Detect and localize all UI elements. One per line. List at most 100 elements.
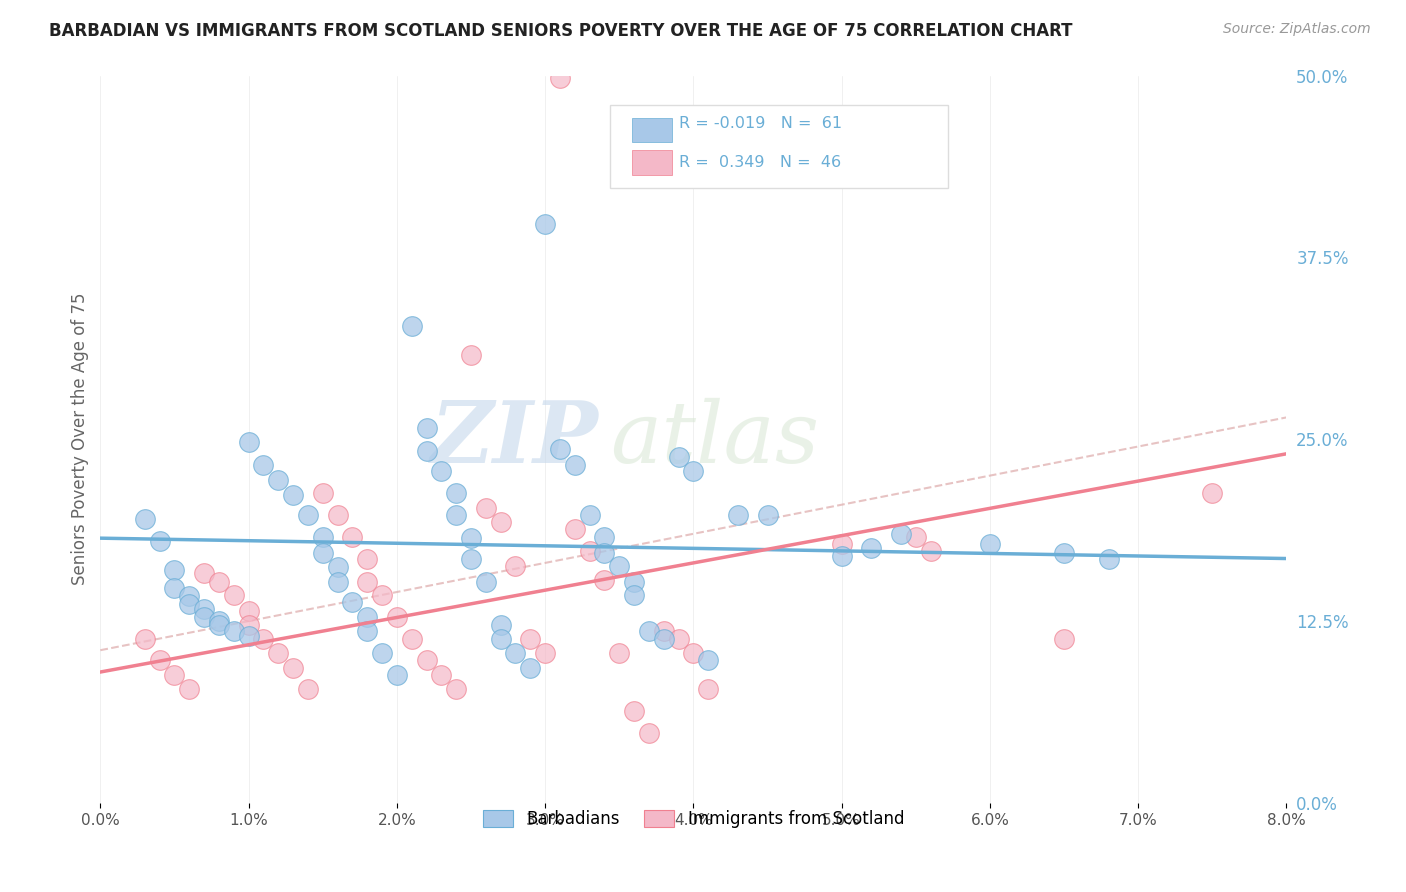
Point	[979, 537, 1001, 551]
Point	[1053, 632, 1076, 646]
Point	[297, 508, 319, 522]
Point	[415, 653, 437, 667]
Point	[401, 318, 423, 333]
Point	[371, 588, 394, 602]
Text: R = -0.019   N =  61: R = -0.019 N = 61	[679, 116, 842, 131]
Point	[578, 508, 600, 522]
Point	[460, 551, 482, 566]
Point	[548, 442, 571, 457]
Point	[385, 609, 408, 624]
Point	[756, 508, 779, 522]
Point	[149, 534, 172, 549]
Point	[460, 348, 482, 362]
Point	[668, 450, 690, 464]
Point	[727, 508, 749, 522]
Point	[163, 581, 186, 595]
Point	[252, 458, 274, 473]
Point	[252, 632, 274, 646]
Point	[505, 646, 527, 660]
Point	[312, 486, 335, 500]
Point	[607, 646, 630, 660]
Point	[682, 464, 704, 478]
Point	[193, 609, 215, 624]
Point	[208, 618, 231, 632]
Point	[578, 544, 600, 558]
Point	[222, 588, 245, 602]
Point	[342, 530, 364, 544]
Point	[489, 632, 512, 646]
Point	[860, 541, 883, 556]
Point	[652, 624, 675, 639]
Point	[475, 500, 498, 515]
Point	[222, 624, 245, 639]
Text: Source: ZipAtlas.com: Source: ZipAtlas.com	[1223, 22, 1371, 37]
Point	[267, 646, 290, 660]
Point	[415, 443, 437, 458]
Point	[444, 486, 467, 500]
Point	[401, 632, 423, 646]
Text: atlas: atlas	[610, 398, 820, 481]
Point	[281, 660, 304, 674]
Point	[371, 646, 394, 660]
Legend: Barbadians, Immigrants from Scotland: Barbadians, Immigrants from Scotland	[475, 803, 911, 835]
Point	[356, 574, 378, 589]
Point	[623, 574, 645, 589]
Point	[312, 530, 335, 544]
Y-axis label: Seniors Poverty Over the Age of 75: Seniors Poverty Over the Age of 75	[72, 293, 89, 585]
Point	[534, 646, 557, 660]
Point	[430, 464, 453, 478]
Point	[356, 609, 378, 624]
Point	[444, 508, 467, 522]
Point	[134, 512, 156, 526]
Point	[356, 624, 378, 639]
Point	[281, 487, 304, 501]
Text: ZIP: ZIP	[430, 398, 599, 481]
Point	[1201, 486, 1223, 500]
Point	[607, 558, 630, 573]
Point	[163, 668, 186, 682]
Point	[890, 526, 912, 541]
Point	[312, 546, 335, 560]
Point	[831, 549, 853, 563]
Point	[208, 614, 231, 628]
Point	[460, 531, 482, 545]
Point	[519, 632, 541, 646]
FancyBboxPatch shape	[631, 151, 672, 175]
Point	[238, 435, 260, 450]
Point	[489, 618, 512, 632]
Text: R =  0.349   N =  46: R = 0.349 N = 46	[679, 155, 841, 170]
Point	[179, 590, 201, 604]
Point	[920, 544, 942, 558]
Point	[179, 597, 201, 611]
Point	[238, 629, 260, 643]
Point	[415, 420, 437, 434]
Point	[593, 530, 616, 544]
Point	[238, 618, 260, 632]
Point	[831, 537, 853, 551]
Point	[193, 602, 215, 616]
Point	[475, 574, 498, 589]
Point	[356, 551, 378, 566]
Point	[564, 458, 586, 473]
Point	[548, 71, 571, 86]
Point	[179, 682, 201, 697]
Point	[267, 473, 290, 487]
Point	[505, 558, 527, 573]
Point	[134, 632, 156, 646]
Point	[697, 682, 720, 697]
Point	[623, 704, 645, 718]
Text: BARBADIAN VS IMMIGRANTS FROM SCOTLAND SENIORS POVERTY OVER THE AGE OF 75 CORRELA: BARBADIAN VS IMMIGRANTS FROM SCOTLAND SE…	[49, 22, 1073, 40]
Point	[638, 726, 661, 740]
Point	[1097, 551, 1119, 566]
Point	[904, 530, 927, 544]
Point	[326, 508, 349, 522]
Point	[297, 682, 319, 697]
Point	[593, 546, 616, 560]
Point	[668, 632, 690, 646]
Point	[163, 563, 186, 577]
Point	[564, 523, 586, 537]
Point	[385, 668, 408, 682]
Point	[489, 515, 512, 529]
FancyBboxPatch shape	[610, 104, 949, 188]
Point	[238, 604, 260, 618]
